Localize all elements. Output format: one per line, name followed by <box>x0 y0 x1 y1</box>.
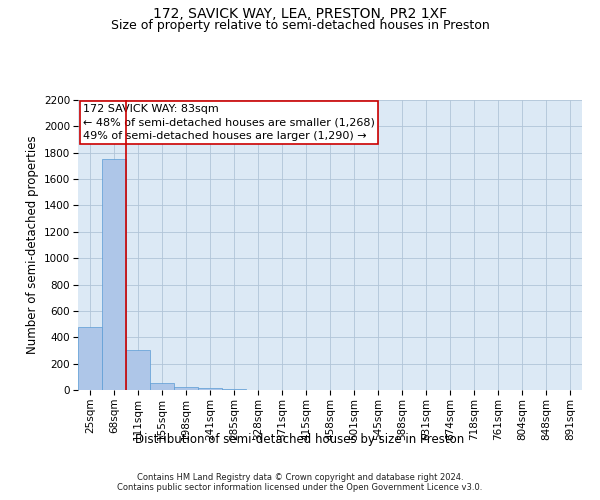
Text: 172, SAVICK WAY, LEA, PRESTON, PR2 1XF: 172, SAVICK WAY, LEA, PRESTON, PR2 1XF <box>153 8 447 22</box>
Bar <box>78 326 102 390</box>
Bar <box>102 160 126 390</box>
Y-axis label: Number of semi-detached properties: Number of semi-detached properties <box>26 136 38 354</box>
Text: Contains HM Land Registry data © Crown copyright and database right 2024.: Contains HM Land Registry data © Crown c… <box>137 472 463 482</box>
Bar <box>222 388 246 390</box>
Bar <box>198 388 222 390</box>
Bar <box>126 350 150 390</box>
Bar <box>174 386 198 390</box>
Text: Distribution of semi-detached houses by size in Preston: Distribution of semi-detached houses by … <box>136 432 464 446</box>
Text: 172 SAVICK WAY: 83sqm
← 48% of semi-detached houses are smaller (1,268)
49% of s: 172 SAVICK WAY: 83sqm ← 48% of semi-deta… <box>83 104 375 141</box>
Text: Contains public sector information licensed under the Open Government Licence v3: Contains public sector information licen… <box>118 484 482 492</box>
Bar <box>150 384 174 390</box>
Text: Size of property relative to semi-detached houses in Preston: Size of property relative to semi-detach… <box>110 18 490 32</box>
